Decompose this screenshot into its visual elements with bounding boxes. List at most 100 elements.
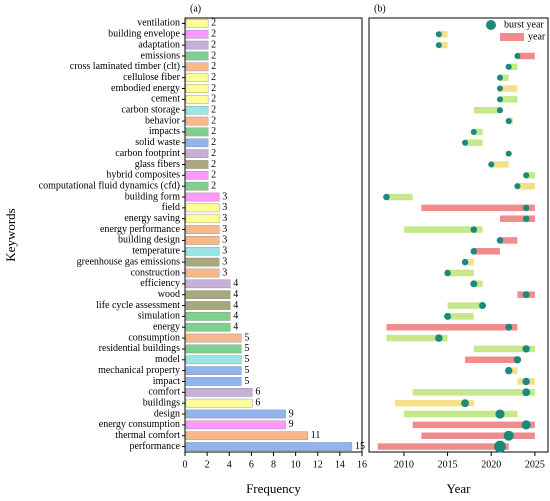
- y-tick-label: design: [154, 408, 180, 419]
- x-tick-label: 2: [205, 459, 210, 470]
- burst-dot: [505, 323, 513, 331]
- burst-dot: [444, 312, 452, 320]
- bar: [185, 257, 220, 267]
- panel-title: (b): [374, 3, 386, 14]
- bar: [185, 203, 220, 213]
- y-tick-label: greenhouse gas emissions: [77, 256, 180, 267]
- value-label: 4: [233, 300, 238, 311]
- year-range: [447, 313, 474, 320]
- y-tick-label: simulation: [138, 311, 180, 322]
- x-tick-label: 14: [335, 459, 345, 470]
- burst-dot: [505, 118, 512, 125]
- y-tick-label: construction: [131, 267, 180, 278]
- year-range: [403, 226, 483, 233]
- y-tick-label: hybrid composites: [106, 170, 180, 181]
- bar: [185, 290, 231, 299]
- y-tick-label: wood: [158, 289, 180, 300]
- value-label: 5: [244, 354, 249, 365]
- y-tick-label: solid waste: [135, 137, 180, 148]
- bar: [185, 398, 253, 408]
- bar: [185, 366, 242, 375]
- y-tick-label: cross laminated timber (clt): [70, 61, 180, 72]
- bar: [185, 236, 220, 245]
- value-label: 5: [244, 332, 249, 343]
- year-range: [386, 334, 448, 342]
- burst-dot: [503, 430, 514, 441]
- y-tick-label: model: [155, 354, 180, 365]
- y-tick-label: carbon footprint: [115, 148, 180, 159]
- y-tick-label: building form: [125, 191, 180, 202]
- value-label: 4: [233, 311, 238, 322]
- year-range: [447, 269, 474, 277]
- bar: [185, 442, 353, 451]
- burst-dot: [461, 399, 469, 408]
- x-tick-label: 8: [271, 459, 276, 470]
- year-range: [517, 52, 535, 60]
- year-range: [377, 443, 509, 450]
- burst-dot: [505, 366, 513, 375]
- value-label: 3: [222, 235, 227, 246]
- value-label: 2: [211, 29, 216, 40]
- value-label: 3: [222, 213, 227, 224]
- y-tick-label: buildings: [143, 397, 180, 408]
- year-range: [412, 389, 535, 396]
- bar: [185, 149, 209, 158]
- value-label: 3: [222, 246, 227, 257]
- burst-dot: [488, 161, 495, 168]
- bar: [185, 388, 253, 397]
- bar: [185, 40, 209, 50]
- bar: [185, 344, 242, 354]
- legend-label: burst year: [504, 19, 544, 30]
- value-label: 5: [244, 343, 249, 354]
- burst-dot: [514, 52, 521, 60]
- burst-dot: [444, 269, 451, 277]
- value-label: 2: [211, 148, 216, 159]
- x-tick-label: 2025: [525, 459, 545, 470]
- y-tick-label: energy: [153, 322, 180, 333]
- value-label: 2: [211, 61, 216, 72]
- year-range: [438, 31, 448, 38]
- bar: [185, 355, 242, 365]
- year-range: [526, 172, 535, 179]
- value-label: 2: [211, 83, 216, 94]
- value-label: 3: [222, 256, 227, 267]
- y-tick-label: cellulose fiber: [123, 72, 181, 83]
- bar: [185, 95, 209, 104]
- y-tick-label: energy consumption: [99, 419, 180, 430]
- year-range: [386, 323, 518, 331]
- burst-dot: [461, 258, 469, 266]
- y-tick-label: behavior: [145, 115, 181, 126]
- value-label: 2: [211, 137, 216, 148]
- y-tick-label: building design: [118, 235, 180, 246]
- y-tick-label: adaptation: [138, 39, 180, 50]
- year-range: [473, 248, 500, 255]
- year-range: [473, 280, 483, 288]
- burst-dot: [496, 237, 504, 244]
- y-tick-label: residential buildings: [99, 343, 180, 354]
- x-tick-label: 0: [183, 459, 188, 470]
- bar: [185, 279, 231, 289]
- y-tick-label: emissions: [141, 50, 181, 61]
- x-tick-label: 12: [313, 459, 323, 470]
- year-range: [465, 356, 518, 364]
- y-tick-label: life cycle assessment: [96, 300, 180, 311]
- x-tick-label: 16: [357, 459, 367, 470]
- bar: [185, 73, 209, 82]
- bar: [185, 246, 220, 256]
- year-range: [499, 215, 535, 222]
- y-tick-label: consumption: [128, 332, 180, 343]
- bar: [185, 214, 220, 224]
- year-range: [508, 367, 518, 374]
- legend-dot: [486, 20, 496, 30]
- value-label: 5: [244, 365, 249, 376]
- year-range: [412, 421, 535, 429]
- y-tick-label: efficiency: [140, 278, 180, 289]
- burst-dot: [521, 420, 531, 430]
- year-range: [473, 128, 483, 136]
- value-label: 11: [311, 430, 321, 441]
- value-label: 9: [289, 419, 294, 430]
- bar: [185, 301, 231, 310]
- burst-dot: [470, 248, 478, 255]
- year-range: [473, 345, 535, 353]
